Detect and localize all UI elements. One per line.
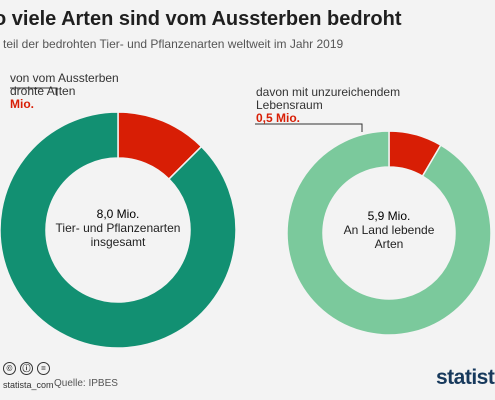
- leader-line-right: [255, 123, 363, 132]
- donut-right-slices: [286, 130, 492, 336]
- no-derivatives-icon[interactable]: =: [37, 362, 50, 375]
- donut-slice-rest: [286, 130, 492, 336]
- statista-handle[interactable]: statista_com: [3, 380, 54, 390]
- source-text: Quelle: IPBES: [54, 378, 118, 389]
- chart-title: o viele Arten sind vom Aussterben bedroh…: [0, 8, 402, 30]
- center-line-2: Arten: [375, 237, 404, 251]
- annotation-value: 0,5 Mio.: [256, 111, 300, 125]
- leader-line-left: [10, 87, 58, 96]
- center-line-2: insgesamt: [91, 235, 146, 249]
- center-total: 5,9 Mio.: [368, 209, 411, 223]
- annotation-line-1: davon mit unzureichendem: [256, 85, 400, 99]
- donut-chart-land: davon mit unzureichendem Lebensraum 0,5 …: [255, 85, 492, 336]
- donut-chart-total: von vom Aussterben drohte Arten Mio. 8,0…: [0, 71, 237, 349]
- copyright-icon[interactable]: ©: [3, 362, 16, 375]
- statista-logo[interactable]: statista: [436, 366, 495, 389]
- center-total: 8,0 Mio.: [97, 207, 140, 221]
- donut-left-slices: [0, 111, 237, 349]
- annotation-line-2: Lebensraum: [256, 98, 323, 112]
- license-icons: © ⓘ =: [3, 362, 50, 375]
- annotation-line-2: drohte Arten: [10, 84, 75, 98]
- donut-slice-rest: [0, 111, 237, 349]
- center-line-1: Tier- und Pflanzenarten: [56, 221, 181, 235]
- center-line-1: An Land lebende: [344, 223, 435, 237]
- footer: © ⓘ = statista_com Quelle: IPBES statist…: [0, 358, 495, 400]
- annotation-line-1: von vom Aussterben: [10, 71, 119, 85]
- annotation-value: Mio.: [10, 97, 34, 111]
- info-icon[interactable]: ⓘ: [20, 362, 33, 375]
- chart-subtitle: teil der bedrohten Tier- und Pflanzenart…: [3, 37, 344, 51]
